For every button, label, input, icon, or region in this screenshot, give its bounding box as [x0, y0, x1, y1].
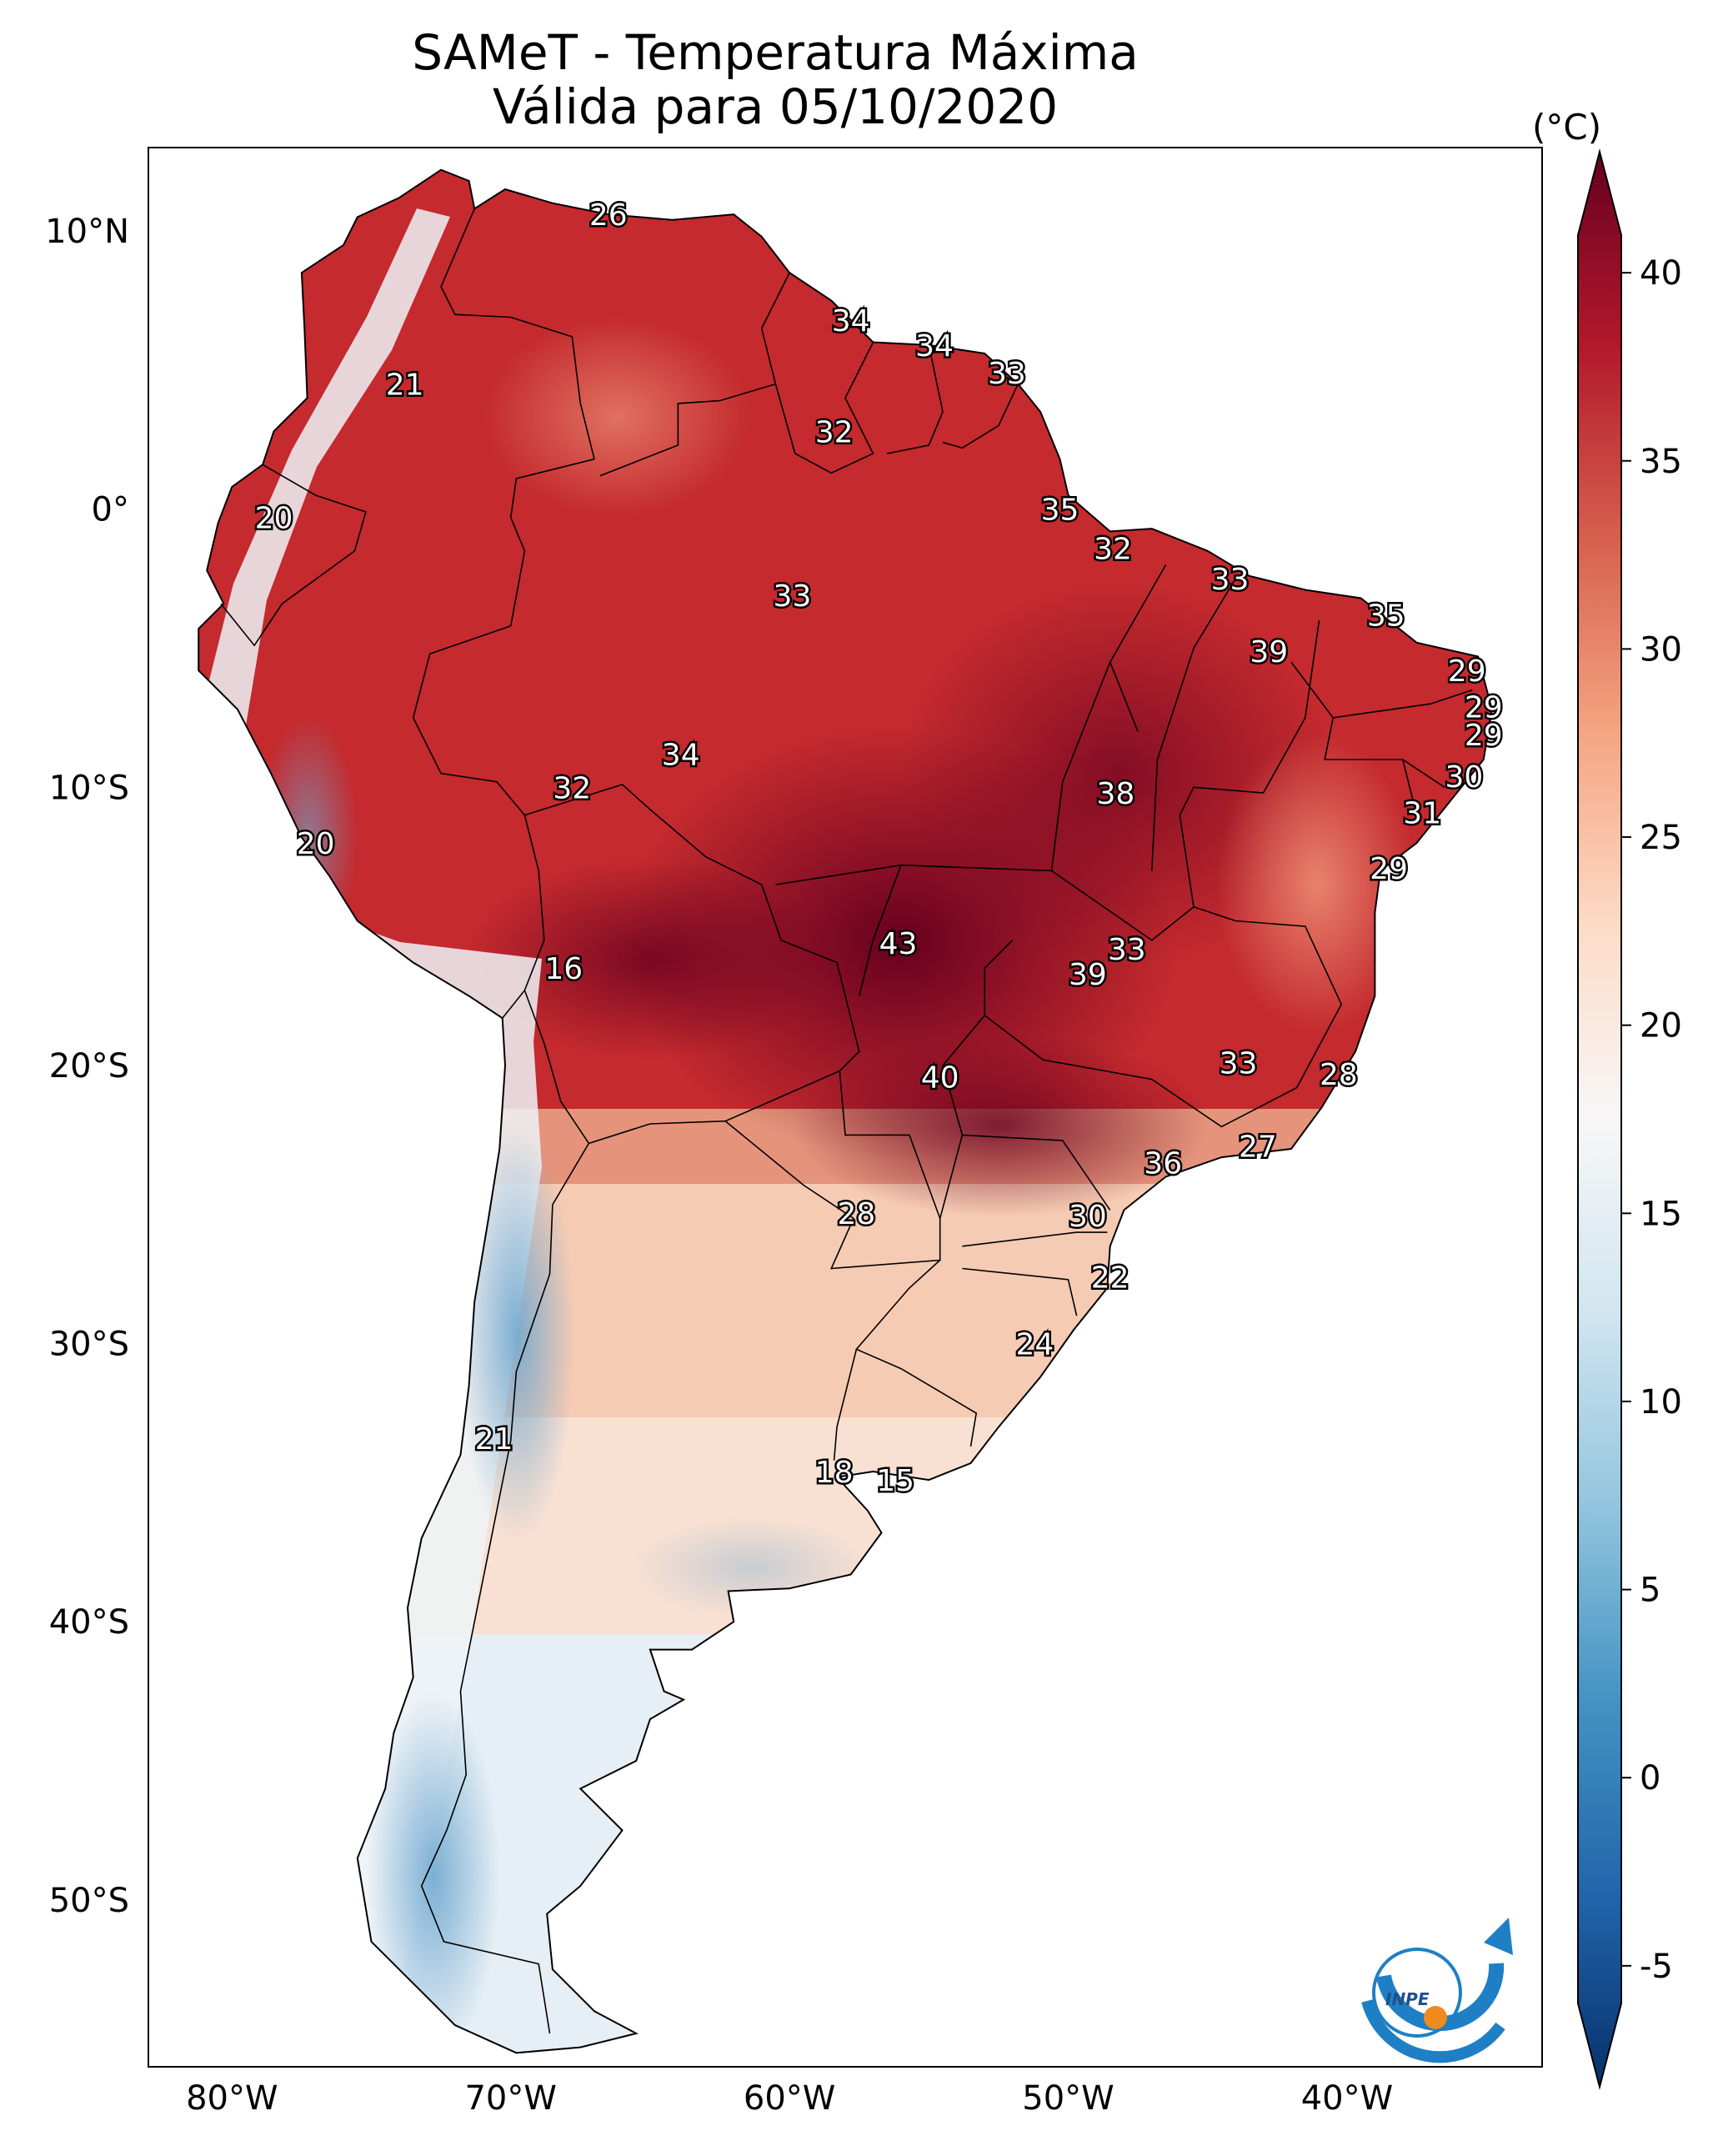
latitude-tick-label: 30°S — [49, 1326, 129, 1364]
border-line — [1324, 717, 1445, 788]
station-value-label: 29 — [1370, 852, 1408, 886]
station-value-label: 35 — [1041, 494, 1079, 528]
longitude-tick-label: 40°W — [1301, 2079, 1393, 2118]
longitude-tick-label: 60°W — [744, 2079, 835, 2118]
border-line — [412, 625, 545, 1019]
latitude-tick-label: 10°S — [49, 769, 129, 807]
border-line — [855, 1259, 978, 1447]
station-value-label: 24 — [1015, 1328, 1054, 1362]
border-line — [833, 1349, 858, 1461]
longitude-tick-label: 50°W — [1022, 2079, 1114, 2118]
station-value-label: 21 — [475, 1422, 513, 1457]
station-value-label: 28 — [1320, 1058, 1358, 1092]
latitude-tick-label: 40°S — [49, 1603, 129, 1642]
latitude-labels: 10°N 0° 10°S 20°S 30°S 40°S 50°S — [45, 213, 129, 1920]
station-value-label: 26 — [589, 198, 628, 233]
colorbar-tick-label: 40 — [1640, 254, 1682, 293]
country-borders — [220, 208, 1473, 2034]
border-line — [523, 784, 860, 1145]
station-value-label: 40 — [921, 1060, 959, 1095]
colorbar-tick-label: 15 — [1640, 1195, 1682, 1233]
station-value-label: 16 — [544, 952, 583, 986]
station-value-label: 32 — [815, 415, 854, 449]
colorbar-tick-label: 25 — [1640, 819, 1682, 857]
station-value-label: 20 — [297, 827, 335, 861]
border-line — [1151, 578, 1236, 871]
longitude-labels: 80°W 70°W 60°W 50°W 40°W — [186, 2079, 1393, 2118]
border-line — [220, 464, 367, 647]
border-line — [775, 660, 1139, 885]
border-line — [1051, 620, 1320, 941]
border-line — [939, 1015, 985, 1219]
longitude-tick-label: 70°W — [464, 2079, 556, 2118]
station-value-label: 39 — [1069, 958, 1107, 992]
colorbar: 40 35 30 25 20 15 10 5 0 -5 — [1577, 148, 1682, 2090]
colorbar-tick-label: 0 — [1640, 1759, 1660, 1798]
station-value-label: 30 — [1445, 760, 1483, 795]
station-value-label: 30 — [1069, 1200, 1107, 1234]
station-value-label: 33 — [1108, 933, 1146, 967]
border-line — [509, 458, 595, 626]
colorbar-tick-label: 20 — [1640, 1007, 1682, 1045]
border-line — [1290, 661, 1473, 719]
station-value-label: 20 — [255, 502, 293, 536]
border-line — [420, 1142, 590, 2034]
station-value-label: 38 — [1096, 777, 1134, 811]
station-value-label: 35 — [1367, 599, 1405, 633]
station-value-label: 28 — [837, 1197, 875, 1231]
colorbar-tick-label: 30 — [1640, 630, 1682, 669]
inpe-logo: INPE — [1361, 1918, 1513, 2063]
border-line — [1109, 564, 1167, 663]
station-value-label: 32 — [1094, 532, 1132, 566]
inpe-logo-text: INPE — [1385, 1989, 1430, 2009]
station-value-label: 15 — [876, 1464, 914, 1498]
border-line — [774, 342, 874, 474]
map-subtitle: Válida para 05/10/2020 — [492, 78, 1059, 135]
longitude-tick-label: 80°W — [186, 2079, 278, 2118]
station-value-label: 33 — [774, 579, 812, 614]
border-line — [962, 1134, 1111, 1211]
station-value-label: 33 — [1220, 1047, 1258, 1081]
station-value-label: 34 — [832, 304, 870, 338]
station-value-label: 29 — [1448, 654, 1486, 689]
colorbar-unit-label: (°C) — [1532, 107, 1602, 148]
station-value-label: 29 — [1465, 719, 1503, 753]
station-value-label: 34 — [662, 738, 700, 772]
station-value-label: 33 — [988, 357, 1026, 391]
latitude-tick-label: 10°N — [45, 213, 129, 251]
station-value-label: 18 — [815, 1456, 854, 1490]
station-value-label: 43 — [879, 927, 918, 961]
station-value-label: 31 — [1403, 796, 1441, 830]
border-line — [962, 1267, 1078, 1316]
station-value-label: 27 — [1239, 1131, 1277, 1165]
colorbar-tick-label: -5 — [1640, 1948, 1673, 1986]
latitude-tick-label: 20°S — [49, 1047, 129, 1086]
border-line — [942, 384, 1019, 449]
station-value-label: 36 — [1144, 1147, 1182, 1181]
station-value-label: 29 — [1465, 691, 1503, 725]
border-line — [858, 865, 902, 996]
station-value-label: 32 — [553, 771, 591, 805]
station-value-label: 34 — [915, 329, 954, 364]
station-value-label: 22 — [1091, 1261, 1129, 1296]
station-value-label: 39 — [1250, 635, 1288, 669]
border-line — [1402, 759, 1418, 815]
colorbar-tick-label: 5 — [1640, 1572, 1660, 1610]
latitude-tick-label: 0° — [92, 491, 129, 529]
colorbar-tick-label: 10 — [1640, 1383, 1682, 1421]
station-value-label: 33 — [1211, 563, 1250, 597]
border-line — [599, 272, 790, 477]
colorbar-tick-label: 35 — [1640, 443, 1682, 481]
border-line — [440, 208, 595, 459]
border-line — [887, 344, 944, 454]
border-line — [962, 1231, 1108, 1247]
station-value-label: 21 — [386, 369, 424, 403]
border-line — [984, 906, 1343, 1128]
latitude-tick-label: 50°S — [49, 1882, 129, 1920]
map-title: SAMeT - Temperatura Máxima — [412, 24, 1139, 81]
